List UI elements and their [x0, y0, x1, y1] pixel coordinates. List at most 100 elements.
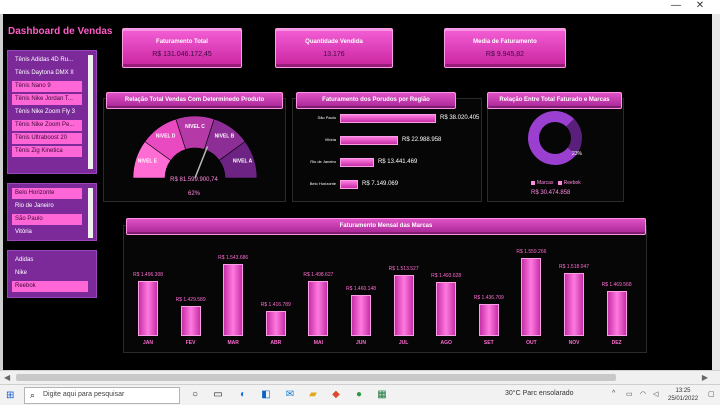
- month-bar: [138, 281, 158, 336]
- legend-item: Reebok: [563, 180, 581, 186]
- month-bar: [478, 303, 499, 336]
- scroll-thumb[interactable]: [16, 374, 616, 381]
- region-name: Vitória: [324, 137, 336, 142]
- legend-swatch: [531, 180, 535, 185]
- month-value-label: R$ 1.559.266: [516, 249, 547, 255]
- dashboard-border: [0, 14, 712, 370]
- wifi-icon[interactable]: ◠: [640, 391, 647, 398]
- brand-slicer-item[interactable]: Adidas: [12, 255, 88, 266]
- month-value-label: R$ 1.498.627: [303, 271, 334, 278]
- month-axis-label: MAI: [313, 340, 323, 346]
- kpi-quantity-sold: Quantidade Vendida 13.176: [275, 28, 393, 68]
- horizontal-scrollbar[interactable]: ◀ ▶: [0, 370, 720, 384]
- windows-start-icon[interactable]: ⊞: [6, 390, 15, 401]
- taskbar: ⊞ ⌕ Digite aqui para pesquisar ○ ▭ ◐ ◧ ✉…: [0, 384, 720, 405]
- donut-slice-reebok: [566, 118, 582, 155]
- product-slicer-item[interactable]: Tênis Nike Zoom Pe...: [12, 120, 82, 131]
- edge-icon[interactable]: ◐: [239, 389, 247, 400]
- file-explorer-icon[interactable]: ▰: [309, 389, 317, 400]
- dashboard-title: Dashboard de Vendas: [8, 26, 113, 37]
- notifications-icon[interactable]: ▢: [708, 391, 715, 398]
- product-slicer-item[interactable]: Tênis Nano 9: [12, 81, 82, 92]
- donut-percent-label: 23%: [572, 151, 583, 157]
- excel-icon[interactable]: ▦: [377, 389, 387, 400]
- taskbar-search[interactable]: ⌕ Digite aqui para pesquisar: [24, 387, 180, 404]
- month-axis-label: JUN: [355, 340, 366, 346]
- month-value-label: R$ 1.543.686: [218, 254, 249, 261]
- monthly-title: Faturamento Mensal das Marcas: [126, 218, 646, 235]
- month-bar: [564, 273, 584, 336]
- minimize-button[interactable]: —: [671, 0, 681, 11]
- city-slicer-scrollbar[interactable]: [88, 188, 93, 238]
- gauge-percent: 62%: [187, 191, 200, 197]
- donut-title: Relação Entre Total Faturado e Marcas: [487, 92, 622, 109]
- month-value-label: R$ 1.469.568: [601, 282, 632, 289]
- product-slicer-item[interactable]: Tênis Zig Kinetica: [12, 146, 82, 157]
- gauge-level-label: NIVEL B: [215, 134, 235, 140]
- kpi-average-revenue: Media de Faturamento R$ 9.945,82: [444, 28, 566, 68]
- city-slicer-item[interactable]: Vitória: [12, 227, 82, 238]
- kpi-value: R$ 131.046.172,45: [152, 51, 212, 58]
- scroll-right-icon[interactable]: ▶: [701, 373, 708, 382]
- product-slicer-item[interactable]: Tênis Adidas 4D Ru...: [12, 55, 82, 66]
- month-bar: [521, 258, 542, 336]
- brand-slicer-item[interactable]: Reebok: [12, 281, 88, 292]
- month-bar: [308, 280, 329, 336]
- legend-item: Marcas: [537, 180, 554, 186]
- volume-icon[interactable]: ◁: [653, 391, 659, 398]
- gauge-segment: [218, 141, 258, 179]
- month-axis-label: SET: [483, 340, 494, 346]
- product-slicer-item[interactable]: Tênis Nike Zoom Fly 3: [12, 107, 82, 118]
- region-value: R$ 38.020.405: [440, 115, 480, 121]
- search-icon: ⌕: [30, 390, 36, 400]
- month-value-label: R$ 1.429.589: [175, 297, 206, 304]
- product-slicer-scrollbar[interactable]: [88, 55, 93, 169]
- brand-slicer[interactable]: Adidas Nike Reebok: [7, 250, 97, 298]
- product-slicer-item[interactable]: Tênis Nike Jordan T...: [12, 94, 82, 105]
- network-icon[interactable]: ▭: [626, 391, 633, 398]
- city-slicer[interactable]: Belo Horizonte Rio de Janeiro São Paulo Vit…: [7, 183, 97, 241]
- mail-icon[interactable]: ✉: [285, 389, 295, 400]
- product-slicer-item[interactable]: Tênis Ultraboost 20: [12, 133, 82, 144]
- month-axis-label: NOV: [568, 340, 580, 346]
- gauge-needle: [194, 146, 209, 179]
- store-icon[interactable]: ◧: [261, 389, 271, 400]
- city-slicer-item[interactable]: Belo Horizonte: [12, 188, 82, 199]
- product-slicer-item[interactable]: Tênis Daytona DMX II: [12, 68, 82, 79]
- gauge-level-label: NIVEL C: [185, 124, 205, 130]
- office-icon[interactable]: ◆: [332, 389, 340, 400]
- month-axis-label: ABR: [270, 340, 282, 346]
- donut-legend: Marcas Reebok: [531, 180, 581, 186]
- gauge-panel: [103, 98, 286, 202]
- kpi-value: R$ 9.945,82: [485, 51, 525, 58]
- month-axis-label: FEV: [185, 340, 196, 346]
- month-value-label: R$ 1.513.527: [388, 266, 419, 273]
- close-button[interactable]: ✕: [695, 0, 705, 11]
- month-value-label: R$ 1.493.628: [431, 273, 462, 280]
- month-bar: [436, 282, 457, 336]
- city-slicer-item[interactable]: São Paulo: [12, 214, 82, 225]
- month-axis-label: DEZ: [611, 340, 622, 346]
- tray-expand-icon[interactable]: ^: [612, 390, 616, 397]
- region-bar: [340, 180, 359, 189]
- region-value: R$ 7.149.069: [362, 181, 399, 187]
- region-bar: [340, 136, 399, 145]
- product-slicer[interactable]: Tênis Adidas 4D Ru... Tênis Daytona DMX I…: [7, 50, 97, 174]
- month-axis-label: JUL: [398, 340, 409, 346]
- kpi-label: Quantidade Vendida: [305, 39, 363, 45]
- month-bar: [223, 263, 244, 336]
- month-value-label: R$ 1.416.789: [260, 302, 291, 309]
- weather-widget[interactable]: 30°C Parc ensolarado: [505, 390, 574, 397]
- month-axis-label: AGO: [440, 340, 452, 346]
- month-bar: [351, 294, 371, 336]
- task-view-icon[interactable]: ▭: [213, 389, 223, 400]
- gauge-title: Relação Total Vendas Com Determinedo Pro…: [106, 92, 283, 109]
- city-slicer-item[interactable]: Rio de Janeiro: [12, 201, 82, 212]
- taskbar-clock[interactable]: 13:25 25/01/2022: [668, 387, 698, 403]
- cortana-icon[interactable]: ○: [191, 389, 199, 400]
- gauge-level-label: NIVEL E: [138, 159, 158, 165]
- brand-slicer-item[interactable]: Nike: [12, 268, 88, 279]
- vertical-scrollbar[interactable]: [712, 14, 720, 370]
- scroll-left-icon[interactable]: ◀: [4, 373, 11, 382]
- chrome-icon[interactable]: ●: [355, 389, 363, 400]
